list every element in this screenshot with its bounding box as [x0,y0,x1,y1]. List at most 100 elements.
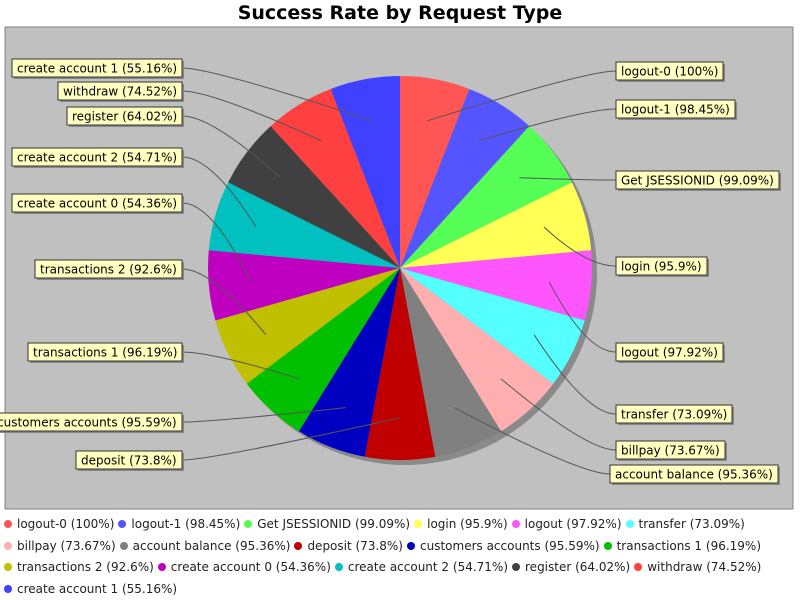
legend-swatch [118,520,127,528]
leader-line [181,202,252,283]
legend-swatch [119,541,128,550]
legend-swatch [4,584,12,593]
slice-label-text: logout-0 (100%) [621,65,718,79]
legend-item: billpay (73.67%) [4,536,116,558]
leader-line [181,156,257,228]
pie-slice [208,250,400,321]
legend-item: register (64.02%) [512,557,630,579]
legend-item: create account 1 (55.16%) [4,579,177,600]
slice-label-text: billpay (73.67%) [621,444,720,458]
legend-item: account balance (95.36%) [119,536,290,558]
slice-label: register (64.02%) [66,106,184,127]
pie-slice [246,268,400,432]
legend-label: register (64.02%) [525,560,631,574]
slice-label-box [615,170,780,190]
legend-label: customers accounts (95.59%) [420,538,600,553]
legend-label: logout (97.92%) [524,517,622,531]
slice-label: create account 1 (55.16%) [11,58,184,79]
slice-label: logout-0 (100%) [615,61,725,82]
pie-slice [400,250,592,321]
legend-item: deposit (73.8%) [294,536,403,558]
slice-label: transactions 2 (92.6%) [34,259,184,280]
slice-label-text: Get JSESSIONID (99.09%) [621,174,774,188]
slice-label-text: create account 1 (55.16%) [17,62,177,76]
legend-swatch [603,541,612,550]
chart-title: Success Rate by Request Type [237,2,563,24]
legend-swatch [157,563,166,571]
legend-swatch [512,563,521,571]
legend-label: withdraw (74.52%) [647,560,762,574]
legend-swatch [407,541,415,550]
legend-label: deposit (73.8%) [307,538,403,553]
pie-slice [400,182,592,268]
pie-slice [228,126,400,268]
slice-label-text: create account 2 (54.71%) [17,151,177,165]
slice-label-text: transactions 2 (92.6%) [40,263,177,277]
slice-label-box [11,193,183,213]
slice-label: logout (97.92%) [615,342,725,363]
legend-swatch [511,520,520,528]
legend-swatch [4,563,12,571]
pie-slice [215,268,400,384]
slice-label: billpay (73.67%) [615,440,727,461]
slice-label-text: account balance (95.36%) [615,468,773,482]
legend-item: transactions 2 (92.6%) [4,557,154,579]
pie-slice [270,88,400,268]
slice-label-box [34,259,183,279]
leader-line [181,115,281,179]
pie-slice [400,88,530,268]
slice-label-box [615,404,733,424]
legend-item: Get JSESSIONID (99.09%) [244,514,410,536]
legend-label: create account 2 (54.71%) [347,560,509,574]
slice-label-box [615,440,726,460]
leader-line [181,417,401,461]
legend-label: Get JSESSIONID (99.09%) [257,517,411,531]
legend-item: customers accounts (95.59%) [407,536,600,558]
legend-item: create account 2 (54.71%) [334,557,509,579]
slice-label: deposit (73.8%) [75,450,184,471]
leader-line [181,407,346,423]
slice-label: login (95.9%) [615,256,709,277]
legend-label: transfer (73.09%) [638,517,745,531]
legend-item: withdraw (74.52%) [634,557,761,579]
pie-slice [208,182,400,268]
legend: logout-0 (100%) logout-1 (98.45%) Get JSES… [4,514,796,600]
legend-label: logout-0 (100%) [17,517,115,531]
slice-label-box [615,61,724,81]
slice-label: create account 2 (54.71%) [11,147,184,168]
leader-line [181,90,322,142]
slice-label: create account 0 (54.36%) [11,193,184,214]
slice-label: transfer (73.09%) [615,404,734,425]
legend-swatch [625,520,634,528]
slice-label-text: customers accounts (95.59%) [0,416,177,430]
slice-label-text: create account 0 (54.36%) [17,197,177,211]
leader-line [453,407,611,475]
legend-swatch [294,541,303,550]
legend-item: logout-1 (98.45%) [118,514,240,536]
leader-line [427,70,617,122]
slice-label: customers accounts (95.59%) [0,412,184,433]
leader-line [181,67,373,122]
legend-swatch [244,520,253,528]
legend-label: login (95.9%) [427,517,508,531]
leader-line [548,281,617,353]
legend-swatch [414,520,423,528]
slice-label-text: transactions 1 (96.19%) [33,346,177,360]
pie-slice [330,76,400,268]
legend-item: transactions 1 (96.19%) [603,536,761,558]
slice-label-text: logout (97.92%) [621,346,718,360]
legend-swatch [4,541,12,550]
slice-label: transactions 1 (96.19%) [27,342,184,363]
leader-line [181,268,267,336]
slice-label-box [11,58,183,78]
slice-label-box [615,256,708,276]
legend-item: logout (97.92%) [511,514,622,536]
slice-label-box [57,81,183,101]
legend-item: login (95.9%) [414,514,508,536]
slice-label-text: login (95.9%) [621,260,702,274]
slice-label-text: deposit (73.8%) [81,454,177,468]
slice-label: account balance (95.36%) [609,464,780,485]
pie-slice [400,76,470,268]
legend-swatch [634,563,643,571]
legend-label: logout-1 (98.45%) [131,517,241,531]
